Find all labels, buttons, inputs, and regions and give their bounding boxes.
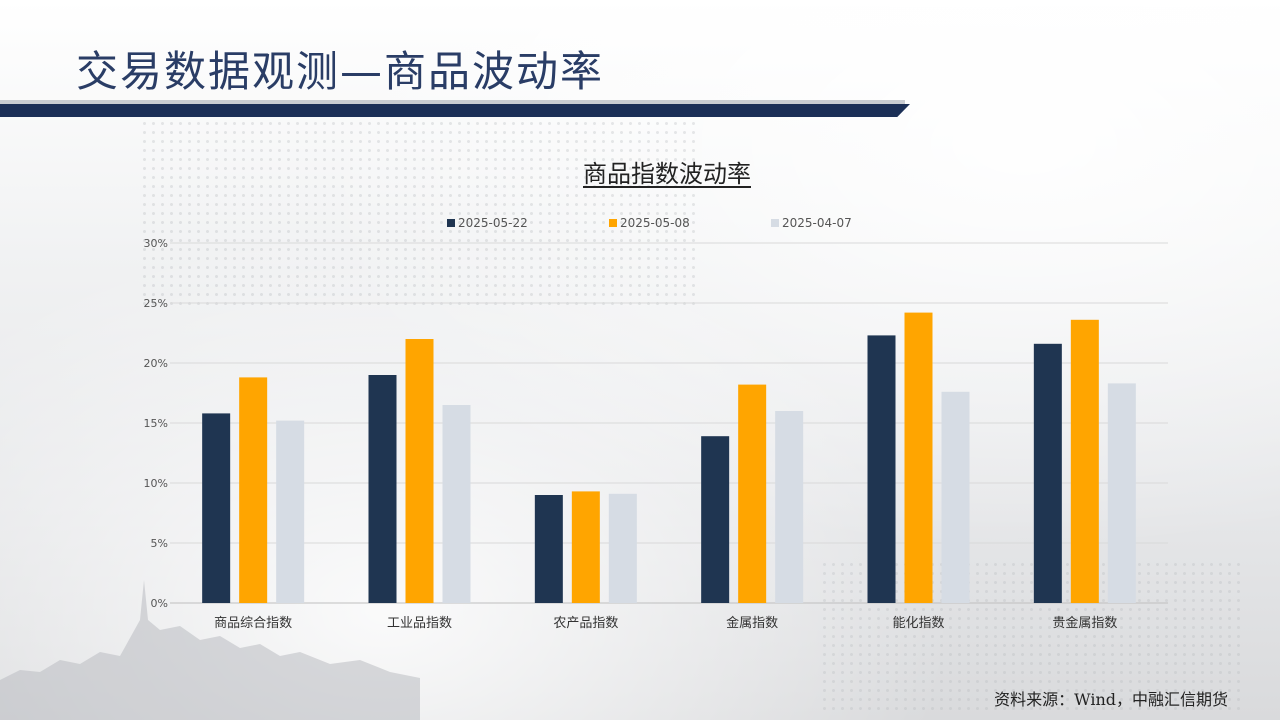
bar xyxy=(904,312,933,603)
x-tick-label: 贵金属指数 xyxy=(1052,615,1117,631)
y-tick-label: 25% xyxy=(144,297,168,310)
city-skyline-decoration xyxy=(0,580,420,720)
bar xyxy=(867,335,896,603)
legend-swatch xyxy=(609,219,617,227)
bar xyxy=(1070,319,1099,603)
y-tick-label: 30% xyxy=(144,237,168,250)
page-title: 交易数据观测—商品波动率 xyxy=(76,47,605,96)
bar xyxy=(239,377,268,603)
bar xyxy=(202,413,231,603)
chart-legend: 2025-05-22 2025-05-08 2025-04-07 xyxy=(0,216,1280,232)
y-tick-label: 5% xyxy=(151,537,168,550)
x-tick-label: 农产品指数 xyxy=(553,616,618,631)
bar xyxy=(571,491,600,603)
y-tick-label: 10% xyxy=(144,477,168,490)
x-tick-label: 能化指数 xyxy=(892,616,944,631)
x-tick-label: 金属指数 xyxy=(726,615,778,631)
chart-title: 商品指数波动率 xyxy=(583,160,751,188)
x-tick-label: 商品综合指数 xyxy=(214,616,292,631)
y-tick-label: 0% xyxy=(151,597,168,610)
legend-label: 2025-05-08 xyxy=(620,216,690,230)
legend-item-series-2: 2025-05-08 xyxy=(609,216,690,230)
bar xyxy=(534,495,563,603)
bar xyxy=(608,493,637,603)
y-tick-label: 15% xyxy=(144,417,168,430)
legend-label: 2025-05-22 xyxy=(458,216,528,230)
title-underline-light xyxy=(0,100,905,104)
legend-swatch xyxy=(771,219,779,227)
bar xyxy=(442,405,471,603)
bar xyxy=(701,436,730,603)
title-underline-bar xyxy=(0,104,910,117)
bar xyxy=(276,420,305,603)
source-note: 资料来源：Wind，中融汇信期货 xyxy=(994,690,1228,709)
bar xyxy=(368,375,397,603)
legend-item-series-3: 2025-04-07 xyxy=(771,216,852,230)
world-map-dots xyxy=(140,110,700,310)
bar xyxy=(405,339,434,603)
bar xyxy=(738,384,767,603)
bar xyxy=(1107,383,1136,603)
bar xyxy=(1033,343,1062,603)
y-tick-label: 20% xyxy=(144,357,168,370)
legend-item-series-1: 2025-05-22 xyxy=(447,216,528,230)
x-tick-label: 工业品指数 xyxy=(387,616,452,631)
bar xyxy=(941,391,970,603)
legend-swatch xyxy=(447,219,455,227)
bar xyxy=(775,411,804,603)
legend-label: 2025-04-07 xyxy=(782,216,852,230)
